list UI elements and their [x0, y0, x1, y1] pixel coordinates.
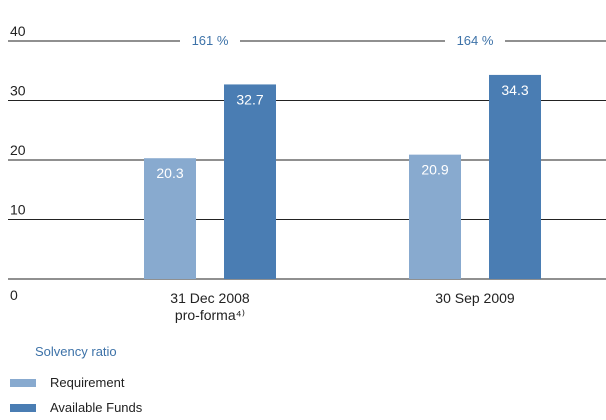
- y-tick-label-40: 40: [10, 23, 26, 39]
- legend-label-available-funds: Available Funds: [50, 400, 143, 415]
- legend-swatch-available-funds: [10, 403, 36, 412]
- data-label-1-0: 32.7: [236, 91, 263, 107]
- ratio-label-1: 164 %: [457, 33, 494, 48]
- data-label-1-1: 34.3: [501, 82, 528, 98]
- legend-label-requirement: Requirement: [50, 375, 125, 390]
- ratio-label-0: 161 %: [192, 33, 229, 48]
- y-tick-label-0: 0: [10, 287, 18, 303]
- bar-requirement-1: [409, 154, 461, 279]
- data-label-0-0: 20.3: [156, 165, 183, 181]
- legend: Solvency ratio Requirement Available Fun…: [10, 344, 310, 420]
- solvency-chart: 0 10 20 30 40 20.3 20.9 32.7 34.3 31 Dec 2008pro-…: [8, 23, 606, 323]
- legend-title: Solvency ratio: [35, 344, 117, 359]
- ratio-label-bg-1: [445, 31, 505, 51]
- data-label-0-1: 20.9: [421, 162, 448, 178]
- legend-swatch-requirement: [10, 378, 36, 387]
- y-tick-label-30: 30: [10, 83, 26, 99]
- y-tick-label-10: 10: [10, 202, 26, 218]
- bar-requirement-0: [144, 158, 196, 279]
- category-label-0: 31 Dec 2008: [170, 290, 250, 306]
- bar-available-funds-0: [224, 84, 276, 279]
- bar-available-funds-1: [489, 74, 541, 279]
- category-label-1: 30 Sep 2009: [435, 290, 515, 306]
- y-tick-label-20: 20: [10, 142, 26, 158]
- legend-item-available-funds: Available Funds: [10, 395, 310, 420]
- category-label-0-line1: pro-forma⁴⁾: [175, 307, 245, 323]
- ratio-label-bg-0: [180, 31, 240, 51]
- legend-item-requirement: Requirement: [10, 370, 310, 395]
